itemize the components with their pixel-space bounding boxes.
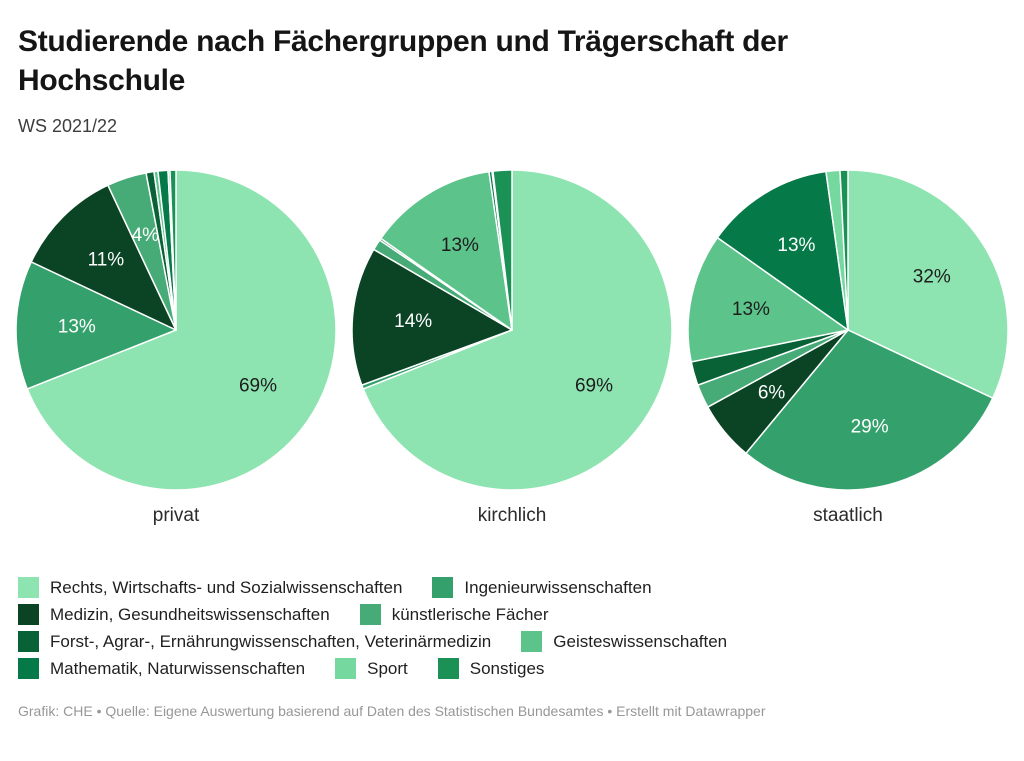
- pie-value-label-privat-rechts-wirtschaft-sozial: 69%: [239, 375, 277, 396]
- legend-item-sport: Sport: [335, 658, 408, 679]
- chart-container: Studierende nach Fächergruppen und Träge…: [15, 25, 1009, 719]
- legend-item-ingenieurwissenschaften: Ingenieurwissenschaften: [432, 577, 652, 598]
- pie-value-label-privat-medizin-gesundheit: 11%: [88, 249, 125, 270]
- pie-value-label-kirchlich-geisteswissenschaften: 13%: [441, 235, 479, 256]
- legend-item-rechts-wirtschaft-sozial: Rechts, Wirtschafts- und Sozialwissensch…: [18, 577, 402, 598]
- legend-row-4: Mathematik, Naturwissenschaften Sport Sons…: [18, 658, 1006, 679]
- legend-item-forst-agrar-ernaehrung-veterinaer: Forst-, Agrar-, Ernährungwissenschaften,…: [18, 631, 491, 652]
- legend-item-sonstiges: Sonstiges: [437, 658, 545, 679]
- pie-value-label-kirchlich-medizin-gesundheit: 14%: [394, 311, 432, 332]
- legend-row-3: Forst-, Agrar-, Ernährungwissenschaften,…: [18, 631, 1006, 652]
- pie-slice-staatlich-geisteswissenschaften: [687, 236, 849, 363]
- legend-label: Sonstiges: [469, 658, 545, 678]
- pie-slice-staatlich-ingenieurwissenschaften: [745, 329, 994, 491]
- legend-label: Medizin, Gesundheitswissenschaften: [50, 604, 330, 624]
- legend-swatch-icon: [335, 658, 357, 679]
- pie-slice-privat-rechts-wirtschaft-sozial: [26, 169, 337, 491]
- pies-row: 69% 13% 11% 4% privat 69% 14% 13% kirchlich 32% 29…: [15, 167, 1009, 527]
- legend-swatch-icon: [521, 631, 543, 652]
- pie-privat: 69% 13% 11% 4%: [15, 169, 337, 491]
- pie-category-label-kirchlich: kirchlich: [477, 505, 547, 526]
- legend-item-mathematik-naturwissenschaften: Mathematik, Naturwissenschaften: [18, 658, 305, 679]
- legend-label: Ingenieurwissenschaften: [464, 577, 652, 597]
- pie-value-label-privat-ingenieurwissenschaften: 13%: [58, 316, 96, 337]
- legend-item-geisteswissenschaften: Geisteswissenschaften: [521, 631, 727, 652]
- pie-slice-staatlich-rechts-wirtschaft-sozial: [847, 169, 1009, 399]
- chart-subtitle: WS 2021/22: [18, 116, 118, 136]
- pie-value-label-staatlich-mathematik-naturwissenschaften: 13%: [777, 235, 815, 256]
- pie-slice-staatlich-sonstiges: [839, 169, 849, 331]
- pie-slice-privat-sonstiges: [169, 169, 177, 331]
- legend-label: Geisteswissenschaften: [553, 631, 728, 651]
- pie-value-label-staatlich-geisteswissenschaften: 13%: [732, 299, 770, 320]
- legend-item-medizin-gesundheit: Medizin, Gesundheitswissenschaften: [18, 604, 330, 625]
- legend-row-1: Rechts, Wirtschafts- und Sozialwissensch…: [18, 577, 1006, 598]
- pie-block-privat: 69% 13% 11% 4% privat: [13, 167, 339, 527]
- legend-label: Rechts, Wirtschafts- und Sozialwissensch…: [50, 577, 403, 597]
- legend-swatch-icon: [18, 658, 39, 679]
- pie-block-staatlich: 32% 29% 6% 13% 13% staatlich: [685, 167, 1011, 527]
- pie-value-label-staatlich-rechts-wirtschaft-sozial: 32%: [913, 266, 951, 287]
- pie-slice-privat-medizin-gesundheit: [30, 184, 177, 331]
- legend-swatch-icon: [432, 577, 454, 598]
- chart-title: Studierende nach Fächergruppen und Träge…: [18, 25, 788, 97]
- legend-label: Sport: [367, 658, 408, 678]
- pie-slice-kirchlich-medizin-gesundheit: [351, 248, 513, 386]
- pie-category-label-staatlich: staatlich: [813, 505, 883, 526]
- pie-value-label-staatlich-ingenieurwissenschaften: 29%: [851, 416, 889, 437]
- pie-slice-kirchlich-sonstiges: [492, 169, 513, 331]
- legend-swatch-icon: [437, 658, 459, 679]
- pie-slice-privat-ingenieurwissenschaften: [15, 261, 177, 390]
- pie-value-label-staatlich-medizin-gesundheit: 6%: [758, 383, 786, 404]
- legend: Rechts, Wirtschafts- und Sozialwissensch…: [18, 577, 1006, 679]
- pie-slice-staatlich-mathematik-naturwissenschaften: [716, 170, 849, 331]
- legend-row-2: Medizin, Gesundheitswissenschaften künstl…: [18, 604, 1006, 625]
- pie-value-label-privat-kuenstlerische-faecher: 4%: [132, 225, 160, 246]
- pie-block-kirchlich: 69% 14% 13% kirchlich: [349, 167, 675, 527]
- footer-attribution: Grafik: CHE • Quelle: Eigene Auswertung …: [18, 703, 766, 719]
- legend-label: künstlerische Fächer: [391, 604, 549, 624]
- legend-swatch-icon: [18, 577, 39, 598]
- pie-value-label-kirchlich-rechts-wirtschaft-sozial: 69%: [575, 375, 613, 396]
- legend-label: Forst-, Agrar-, Ernährungwissenschaften,…: [50, 631, 492, 651]
- legend-label: Mathematik, Naturwissenschaften: [50, 658, 306, 678]
- pie-slice-kirchlich-geisteswissenschaften: [380, 170, 513, 331]
- pie-kirchlich: 69% 14% 13%: [351, 169, 673, 491]
- legend-swatch-icon: [18, 631, 39, 652]
- legend-swatch-icon: [359, 604, 381, 625]
- pie-slice-kirchlich-rechts-wirtschaft-sozial: [362, 169, 673, 491]
- pie-category-label-privat: privat: [152, 505, 200, 526]
- pie-staatlich: 32% 29% 6% 13% 13%: [687, 169, 1009, 491]
- legend-swatch-icon: [18, 604, 39, 625]
- legend-item-kuenstlerische-faecher: künstlerische Fächer: [359, 604, 549, 625]
